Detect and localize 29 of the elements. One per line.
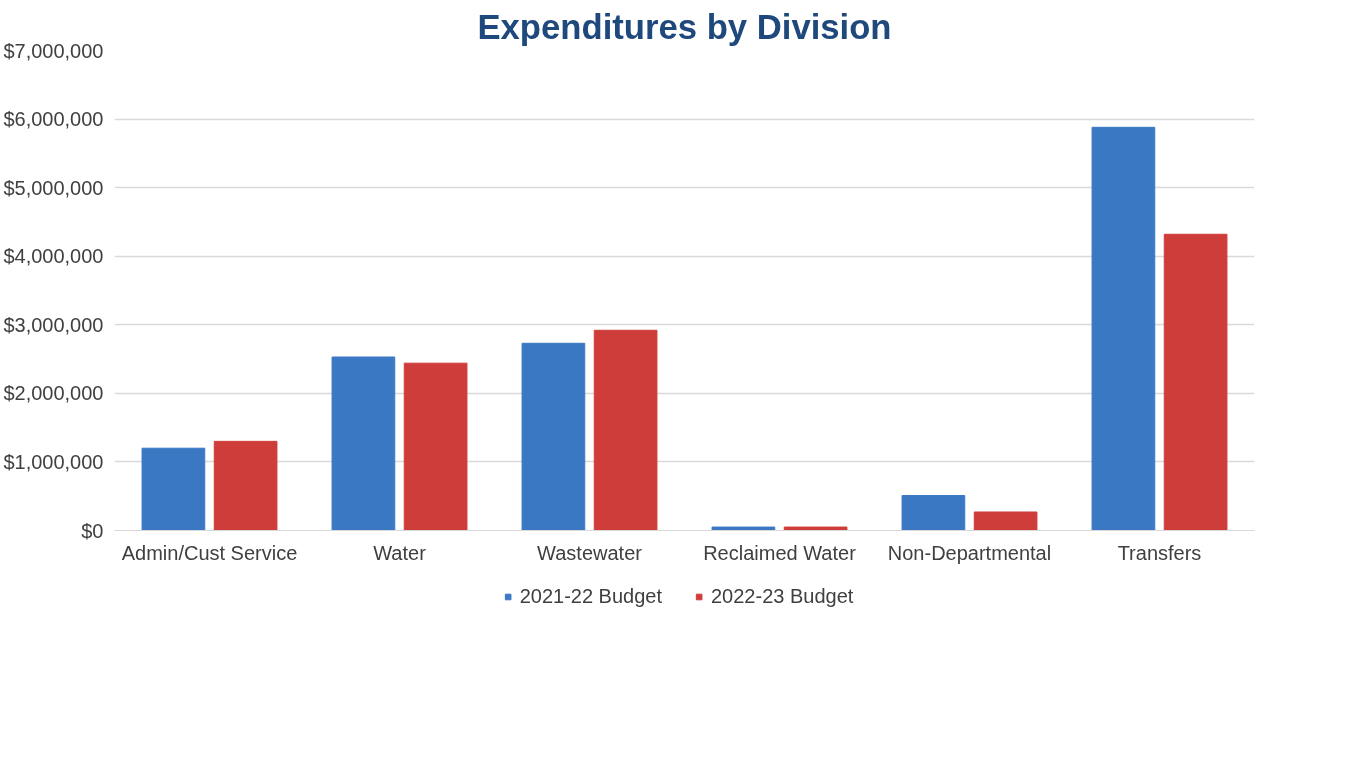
legend-label: 2022-23 Budget [711, 584, 854, 608]
bar [141, 447, 206, 531]
x-tick-label: Transfers [1117, 541, 1202, 564]
bar [973, 511, 1038, 531]
bar [403, 362, 468, 531]
y-tick-label: $1,000,000 [3, 450, 104, 473]
bar [783, 526, 848, 531]
bar [1163, 233, 1228, 531]
y-tick-label: $6,000,000 [3, 108, 104, 131]
bar [901, 495, 966, 531]
y-tick-label: $3,000,000 [3, 313, 104, 336]
x-tick-label: Admin/Cust Service [121, 541, 298, 564]
x-tick-label: Water [373, 541, 427, 564]
x-tick-label: Non-Departmental [887, 541, 1052, 564]
y-tick-label: $7,000,000 [3, 39, 104, 62]
x-tick-label: Wastewater [537, 541, 643, 564]
x-tick-label: Reclaimed Water [703, 541, 857, 564]
bar [711, 526, 776, 531]
bar [213, 440, 278, 531]
bar [593, 329, 658, 531]
y-tick-label: $2,000,000 [3, 382, 104, 405]
legend-label: 2021-22 Budget [519, 584, 662, 608]
bar [1091, 126, 1156, 531]
y-tick-label: $4,000,000 [3, 245, 104, 268]
bar [521, 342, 586, 531]
bar [331, 356, 396, 531]
y-tick-label: $5,000,000 [3, 176, 104, 199]
y-tick-label: $0 [81, 519, 104, 542]
chart-title: Expenditures by Division [477, 7, 892, 46]
